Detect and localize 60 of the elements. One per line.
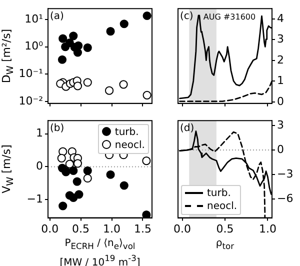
point — [69, 166, 78, 175]
x-axis-title: ρ$_{tor}$ — [214, 238, 236, 252]
x-tick-label: 0.5 — [216, 222, 234, 236]
annotation: (c) — [180, 11, 194, 22]
point — [65, 160, 74, 168]
point — [73, 82, 82, 90]
point — [142, 11, 152, 20]
point — [58, 34, 68, 43]
point — [73, 159, 82, 168]
point — [83, 43, 92, 52]
y-tick-label: 3 — [277, 32, 284, 46]
point — [142, 210, 151, 218]
legend-label: neocl. — [114, 138, 145, 152]
y-tick-label: 4 — [277, 12, 284, 25]
x-tick-label: 1.0 — [258, 222, 276, 236]
y-tick-label: −3 — [277, 167, 294, 180]
y-tick-label: 2 — [277, 53, 284, 66]
x-tick-label: 0.0 — [41, 222, 59, 236]
point — [106, 170, 115, 179]
point — [142, 156, 151, 166]
x-tick-label: 0.5 — [72, 222, 90, 236]
y-tick-label: −6 — [277, 192, 294, 205]
annotation: (d) — [180, 123, 194, 134]
x-tick-label: 1.5 — [134, 222, 152, 236]
point — [58, 202, 68, 210]
x-tick-label: 1.0 — [103, 222, 121, 236]
y-tick-label: 10¹ — [24, 12, 43, 26]
y-tick-label: 10⁰ — [24, 40, 44, 53]
point — [83, 78, 92, 87]
point — [73, 48, 82, 57]
annotation: (b) — [50, 123, 64, 134]
y-tick-label: 1 — [36, 126, 43, 140]
legend-label: neocl. — [206, 200, 238, 213]
point — [120, 181, 128, 190]
y-tick-label: 1 — [277, 74, 284, 88]
point — [106, 26, 115, 36]
y-tick-label: 3 — [277, 118, 284, 132]
y-tick-label: 10⁻² — [18, 94, 43, 108]
point — [69, 32, 78, 40]
point — [74, 41, 83, 50]
point — [104, 86, 114, 95]
legend-label: turb. — [206, 186, 232, 200]
annotation: AUG #31600 — [203, 12, 256, 22]
annotation: (a) — [50, 11, 64, 22]
x-tick-label: 0.0 — [174, 222, 192, 236]
y-tick-label: 0 — [36, 160, 43, 173]
point — [83, 174, 92, 183]
point — [74, 190, 84, 199]
point — [58, 55, 67, 64]
point — [119, 80, 128, 89]
y-tick-label: 0 — [277, 142, 284, 156]
y-tick-label: 10⁻¹ — [18, 67, 43, 80]
y-tick-label: −1 — [26, 192, 43, 206]
point — [72, 177, 82, 186]
y-tick-label: 0 — [277, 94, 284, 108]
point — [83, 166, 92, 175]
legend-label: turb. — [114, 126, 140, 139]
point — [120, 20, 128, 28]
point — [57, 154, 66, 162]
point — [142, 90, 152, 100]
